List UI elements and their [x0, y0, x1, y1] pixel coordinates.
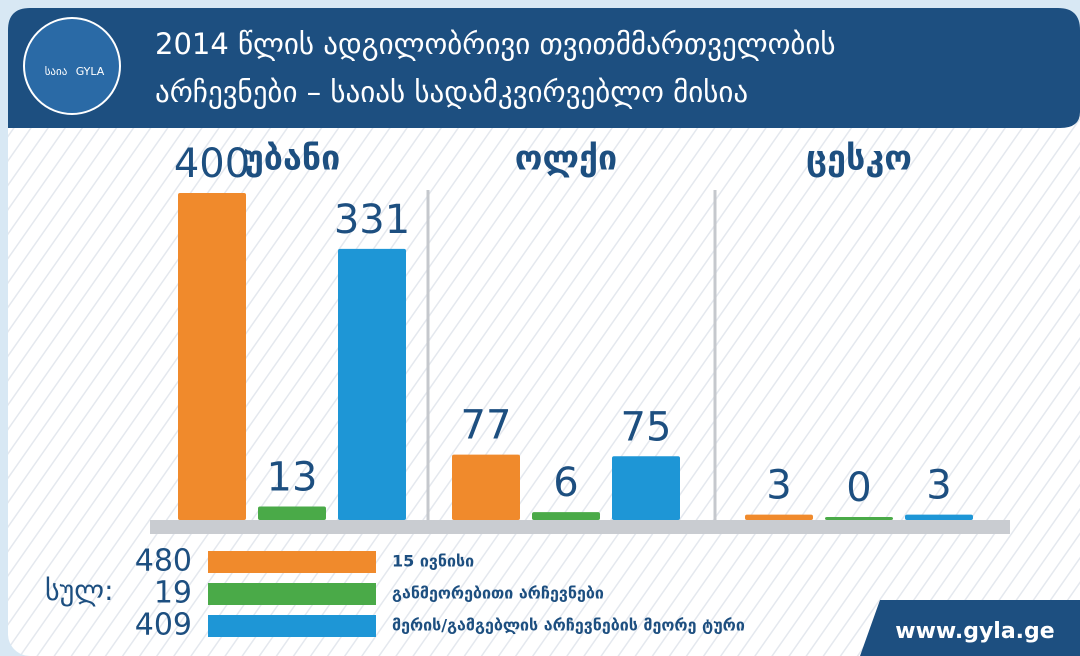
bar: [825, 517, 893, 520]
legend-swatch: [208, 551, 376, 573]
bar: [905, 514, 973, 520]
bar: [612, 456, 680, 520]
floor: [150, 520, 1010, 534]
total-label: სულ:: [45, 574, 114, 607]
group-label: ოლქი: [515, 139, 617, 179]
group-label: ცესკო: [806, 139, 912, 179]
logo-text-en: GYLA: [76, 65, 105, 78]
bar: [338, 248, 406, 520]
legend-swatch: [208, 615, 376, 637]
logo-text: საია: [45, 65, 68, 78]
bar: [178, 193, 246, 520]
data-label: 77: [461, 403, 512, 449]
data-label: 3: [766, 463, 791, 509]
legend-label: განმეორებითი არჩევნები: [392, 584, 604, 603]
legend-total: 409: [135, 608, 192, 643]
group-label: უბანი: [244, 139, 341, 179]
legend-label: მერის/გამგებლის არჩევნების მეორე ტური: [392, 616, 745, 635]
data-label: 331: [334, 197, 410, 243]
logo: [23, 17, 121, 115]
url-tab: [860, 600, 1080, 656]
legend-total: 480: [135, 544, 192, 579]
data-label: 0: [846, 465, 871, 511]
legend-swatch: [208, 583, 376, 605]
url: www.gyla.ge: [895, 619, 1054, 644]
panel: [8, 8, 1080, 656]
chart-title: 2014 წლის ადგილობრივი თვითმმართველობის: [155, 27, 836, 61]
bar: [745, 514, 813, 520]
data-label: 75: [621, 404, 672, 450]
header-band: [8, 8, 1080, 128]
data-label: 6: [553, 460, 578, 506]
data-label: 3: [926, 463, 951, 509]
bar: [452, 454, 520, 520]
data-label: 400: [174, 141, 250, 187]
bar: [258, 506, 326, 520]
legend-total: 19: [154, 576, 192, 611]
bar: [532, 512, 600, 520]
data-label: 13: [267, 454, 318, 500]
legend-label: 15 ივნისი: [392, 552, 474, 571]
chart-title: არჩევნები – საიას სადამკვირვებლო მისია: [155, 75, 748, 109]
